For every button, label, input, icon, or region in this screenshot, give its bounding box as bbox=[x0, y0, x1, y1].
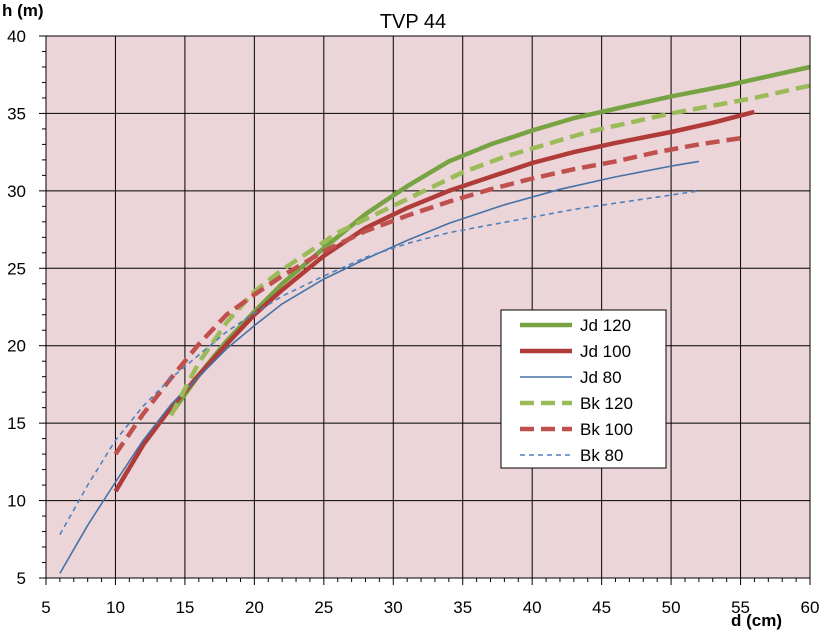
tick-labels: 5 10 15 20 25 30 35 40 45 50 55 60 5 10 15 20 25 30 35 40 bbox=[7, 27, 819, 617]
legend-box bbox=[500, 309, 667, 469]
x-tick-label: 45 bbox=[592, 598, 611, 617]
x-tick-label: 25 bbox=[314, 598, 333, 617]
series-line-bk-80 bbox=[59, 190, 700, 535]
legend-label-bk-100: Bk 100 bbox=[580, 420, 633, 439]
x-tick-label: 35 bbox=[453, 598, 472, 617]
legend-label-jd-100: Jd 100 bbox=[580, 342, 631, 361]
y-tick-label: 5 bbox=[17, 569, 26, 588]
y-tick-label: 35 bbox=[7, 104, 26, 123]
x-axis-label: d (cm) bbox=[731, 611, 782, 630]
y-tick-label: 20 bbox=[7, 337, 26, 356]
x-tick-label: 30 bbox=[384, 598, 403, 617]
y-tick-label: 15 bbox=[7, 414, 26, 433]
plot-background bbox=[46, 36, 810, 578]
legend: Jd 120 Jd 100 Jd 80 Bk 120 Bk 100 Bk 80 bbox=[500, 309, 667, 469]
legend-label-bk-80: Bk 80 bbox=[580, 446, 623, 465]
x-tick-label: 40 bbox=[523, 598, 542, 617]
plot-frame bbox=[45, 35, 811, 579]
y-tick-label: 30 bbox=[7, 182, 26, 201]
x-tick-label: 20 bbox=[245, 598, 264, 617]
x-tick-label: 15 bbox=[175, 598, 194, 617]
legend-items: Jd 120 Jd 100 Jd 80 Bk 120 Bk 100 Bk 80 bbox=[520, 316, 633, 465]
legend-label-jd-80: Jd 80 bbox=[580, 368, 622, 387]
series-line-bk-100 bbox=[113, 135, 741, 456]
series-layer bbox=[59, 64, 811, 574]
y-axis-label: h (m) bbox=[2, 1, 44, 20]
chart-title: TVP 44 bbox=[380, 11, 446, 33]
x-tick-label: 60 bbox=[801, 598, 820, 617]
y-tick-label: 40 bbox=[7, 27, 26, 46]
legend-label-jd-120: Jd 120 bbox=[580, 316, 631, 335]
x-tick-label: 5 bbox=[41, 598, 50, 617]
y-tick-label: 10 bbox=[7, 492, 26, 511]
series-line-jd-80 bbox=[59, 160, 700, 574]
y-tick-label: 25 bbox=[7, 259, 26, 278]
grid bbox=[46, 36, 810, 578]
series-line-bk-120 bbox=[169, 83, 811, 417]
x-tick-label: 10 bbox=[106, 598, 125, 617]
x-tick-label: 50 bbox=[662, 598, 681, 617]
axis-ticks bbox=[39, 35, 811, 585]
legend-label-bk-120: Bk 120 bbox=[580, 394, 633, 413]
x-tick-label: 55 bbox=[731, 598, 750, 617]
